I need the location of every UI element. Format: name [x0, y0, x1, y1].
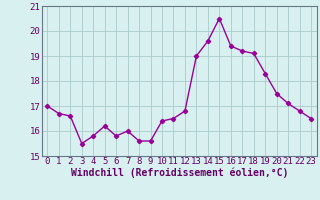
- X-axis label: Windchill (Refroidissement éolien,°C): Windchill (Refroidissement éolien,°C): [70, 168, 288, 178]
